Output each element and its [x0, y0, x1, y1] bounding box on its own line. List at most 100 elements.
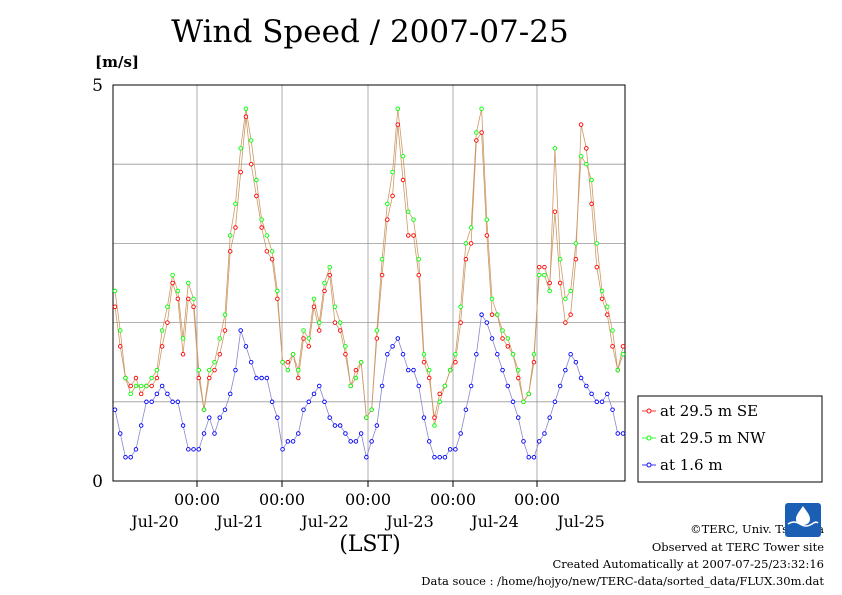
data-point-series-3 — [191, 447, 196, 452]
data-point-series-3 — [563, 367, 568, 373]
data-point-series-1 — [416, 272, 422, 278]
data-point-series-1 — [479, 130, 484, 135]
data-point-series-3 — [510, 399, 516, 405]
data-point-series-1 — [327, 272, 332, 278]
data-point-series-3 — [426, 439, 432, 444]
data-point-series-2 — [159, 328, 165, 333]
data-point-series-1 — [254, 193, 259, 199]
data-point-series-3 — [123, 454, 128, 460]
data-point-series-2 — [275, 288, 280, 294]
data-point-series-2 — [610, 328, 615, 333]
data-point-series-3 — [238, 328, 243, 333]
data-point-series-3 — [311, 391, 317, 397]
data-point-series-3 — [453, 447, 458, 452]
data-point-series-3 — [379, 383, 385, 389]
data-point-series-3 — [610, 407, 615, 412]
data-point-series-1 — [112, 304, 118, 310]
data-point-series-3 — [138, 423, 144, 428]
data-point-series-2 — [390, 169, 395, 175]
data-point-series-1 — [568, 312, 573, 317]
data-point-series-1 — [406, 233, 411, 238]
data-point-series-2 — [495, 312, 500, 317]
data-point-series-2 — [112, 288, 118, 294]
data-point-series-3 — [421, 415, 427, 420]
data-point-series-2 — [505, 336, 511, 341]
data-point-series-2 — [296, 367, 301, 373]
data-point-series-3 — [201, 431, 207, 436]
data-point-series-3 — [390, 344, 395, 349]
created-text: Created Automatically at 2007-07-25/23:3… — [552, 557, 825, 571]
data-point-series-1 — [301, 336, 306, 341]
data-point-series-1 — [316, 328, 322, 333]
data-point-series-3 — [259, 375, 264, 381]
data-point-series-1 — [605, 312, 610, 317]
data-point-series-2 — [133, 383, 139, 389]
legend-swatch-marker — [646, 408, 652, 414]
data-point-series-2 — [468, 225, 474, 230]
x-tick-label-date: Jul-22 — [299, 512, 349, 531]
data-point-series-2 — [605, 304, 610, 310]
data-point-series-3 — [552, 399, 558, 405]
data-point-series-1 — [259, 225, 264, 230]
data-point-series-3 — [327, 415, 332, 420]
data-point-series-2 — [542, 272, 547, 278]
data-point-series-2 — [180, 336, 186, 341]
data-point-series-2 — [406, 209, 411, 214]
data-point-series-3 — [154, 391, 160, 397]
data-point-series-1 — [154, 375, 160, 381]
data-point-series-2 — [280, 359, 285, 365]
x-tick-label-time: 00:00 — [259, 490, 305, 509]
data-point-series-2 — [526, 391, 531, 397]
data-point-series-1 — [311, 304, 317, 310]
data-point-series-2 — [175, 288, 181, 294]
data-point-series-1 — [337, 328, 343, 333]
data-point-series-3 — [144, 399, 149, 405]
data-point-series-2 — [165, 304, 170, 310]
data-point-series-3 — [568, 352, 573, 357]
data-point-series-1 — [474, 138, 479, 143]
data-point-series-2 — [138, 383, 144, 389]
data-point-series-2 — [123, 375, 128, 381]
data-point-series-2 — [348, 383, 353, 389]
data-point-series-1 — [165, 320, 170, 325]
x-tick-label-time: 00:00 — [345, 490, 391, 509]
data-point-series-1 — [432, 415, 437, 420]
data-point-series-2 — [191, 296, 196, 302]
data-point-series-2 — [379, 256, 385, 262]
data-point-series-3 — [128, 454, 133, 460]
data-point-series-3 — [337, 423, 343, 428]
chart-title: Wind Speed / 2007-07-25 — [171, 14, 569, 50]
data-point-series-2 — [573, 241, 579, 246]
data-point-series-2 — [264, 233, 270, 238]
data-point-series-3 — [358, 431, 364, 436]
data-point-series-2 — [306, 336, 312, 341]
data-point-series-3 — [395, 336, 401, 341]
data-point-series-3 — [578, 375, 584, 381]
data-point-series-1 — [563, 320, 568, 325]
data-point-series-3 — [400, 352, 406, 357]
data-point-series-3 — [584, 383, 589, 389]
data-point-series-1 — [395, 122, 401, 127]
data-point-series-1 — [453, 359, 458, 365]
x-tick-label-date: Jul-24 — [469, 512, 519, 531]
data-point-series-2 — [212, 359, 217, 365]
data-point-series-3 — [264, 375, 270, 381]
data-point-series-2 — [620, 352, 626, 357]
data-point-series-1 — [149, 383, 154, 389]
data-point-series-1 — [547, 280, 552, 286]
data-point-series-1 — [128, 383, 133, 389]
data-point-series-2 — [400, 154, 406, 159]
data-point-series-1 — [421, 359, 427, 365]
data-point-series-2 — [316, 320, 322, 325]
data-point-series-3 — [285, 439, 291, 444]
data-point-series-2 — [364, 415, 369, 420]
data-point-series-3 — [369, 439, 374, 444]
data-point-series-2 — [568, 288, 573, 294]
data-point-series-3 — [516, 415, 521, 420]
data-point-series-1 — [196, 375, 202, 381]
legend-box — [637, 395, 823, 483]
data-point-series-3 — [117, 431, 123, 436]
data-point-series-2 — [578, 154, 584, 159]
x-axis-label: (LST) — [339, 532, 401, 557]
data-point-series-1 — [217, 352, 222, 357]
